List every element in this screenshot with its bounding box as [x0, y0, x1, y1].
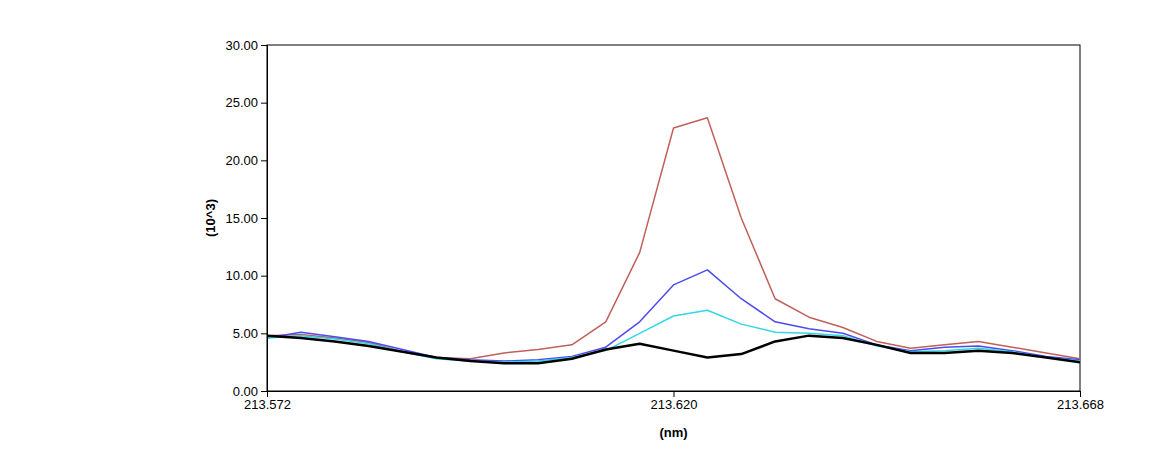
- x-axis-line: [268, 392, 1081, 398]
- series-line: [267, 336, 1080, 364]
- x-tick-label: 213.572: [244, 397, 291, 412]
- x-tick: 213.620: [651, 391, 698, 412]
- x-axis-title: (nm): [659, 425, 687, 440]
- y-axis-title: (10^3): [203, 199, 218, 237]
- y-tick-label: 30.00: [225, 38, 258, 53]
- y-tick-mark: [261, 276, 267, 277]
- y-tick-mark: [261, 160, 267, 161]
- y-tick-mark: [261, 45, 267, 46]
- y-tick-mark: [261, 391, 267, 392]
- y-tick-label: 25.00: [225, 95, 258, 110]
- x-tick-label: 213.620: [651, 397, 698, 412]
- x-tick-label: 213.668: [1057, 397, 1104, 412]
- y-tick-mark: [261, 103, 267, 104]
- y-axis-line: [261, 46, 268, 392]
- series-line: [267, 118, 1080, 359]
- x-tick-mark: [674, 391, 675, 397]
- y-axis: 0.005.0010.0015.0020.0025.0030.00: [225, 38, 267, 399]
- y-tick-mark: [261, 218, 267, 219]
- x-tick-mark: [1080, 391, 1081, 397]
- plot-frame: [267, 45, 1080, 391]
- y-tick: 20.00: [225, 153, 267, 168]
- y-tick-label: 10.00: [225, 268, 258, 283]
- plot-area: 0.005.0010.0015.0020.0025.0030.00213.572…: [225, 38, 1104, 413]
- y-tick: 10.00: [225, 268, 267, 283]
- series-line: [267, 310, 1080, 362]
- lines: [267, 118, 1080, 364]
- y-tick: 5.00: [233, 326, 267, 341]
- y-tick: 25.00: [225, 95, 267, 110]
- y-tick-mark: [261, 333, 267, 334]
- x-tick: 213.668: [1057, 391, 1104, 412]
- y-tick-label: 20.00: [225, 153, 258, 168]
- x-tick: 213.572: [244, 391, 291, 412]
- y-tick: 30.00: [225, 38, 267, 53]
- x-tick-mark: [267, 391, 268, 397]
- x-axis: 213.572 213.620 213.668: [244, 391, 1104, 412]
- y-tick-label: 5.00: [233, 326, 258, 341]
- chart: 0.005.0010.0015.0020.0025.0030.00213.572…: [0, 0, 1161, 449]
- y-tick-label: 15.00: [225, 211, 258, 226]
- y-tick: 15.00: [225, 211, 267, 226]
